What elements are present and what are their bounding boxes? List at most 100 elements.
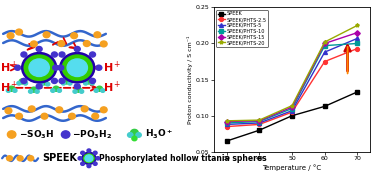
Circle shape: [90, 78, 96, 83]
Circle shape: [127, 133, 133, 137]
Circle shape: [94, 32, 101, 38]
Circle shape: [84, 41, 90, 46]
Circle shape: [28, 156, 34, 161]
Circle shape: [61, 81, 65, 85]
Circle shape: [87, 164, 91, 168]
Circle shape: [59, 52, 65, 57]
SPEEK/PHTS-5: [355, 37, 359, 40]
Circle shape: [6, 156, 12, 161]
Circle shape: [57, 89, 62, 92]
Circle shape: [56, 107, 63, 113]
Circle shape: [36, 46, 42, 52]
Circle shape: [51, 78, 57, 83]
Circle shape: [21, 78, 27, 83]
SPEEK/PHTS-10: [257, 120, 262, 123]
Text: H$^+$: H$^+$: [103, 60, 121, 75]
Circle shape: [94, 89, 98, 92]
SPEEK/PHTS-15: [355, 31, 359, 34]
Circle shape: [131, 129, 138, 136]
Text: H$^+$: H$^+$: [0, 80, 19, 96]
Legend: SPEEK, SPEEK/PHTS-2.5, SPEEK/PHTS-5, SPEEK/PHTS-10, SPEEK/PHTS-15, SPEEK/PHTS-20: SPEEK, SPEEK/PHTS-2.5, SPEEK/PHTS-5, SPE…: [216, 10, 268, 46]
Circle shape: [100, 41, 107, 47]
Circle shape: [81, 151, 85, 154]
Circle shape: [64, 79, 70, 84]
SPEEK/PHTS-20: [290, 104, 294, 107]
Circle shape: [71, 33, 77, 39]
Line: SPEEK/PHTS-5: SPEEK/PHTS-5: [225, 36, 359, 126]
Circle shape: [9, 86, 15, 91]
Circle shape: [51, 89, 55, 92]
Circle shape: [90, 81, 94, 85]
Circle shape: [53, 65, 59, 70]
Text: $\mathbf{-SO_3H}$: $\mathbf{-SO_3H}$: [19, 128, 54, 141]
Text: SPEEK: SPEEK: [42, 153, 77, 163]
Circle shape: [136, 133, 141, 137]
Text: H$^+$: H$^+$: [0, 60, 19, 75]
Circle shape: [31, 41, 37, 47]
Circle shape: [31, 87, 37, 92]
Circle shape: [17, 156, 23, 161]
Circle shape: [73, 90, 77, 93]
Circle shape: [5, 108, 12, 114]
Circle shape: [84, 81, 88, 85]
SPEEK: [355, 91, 359, 93]
SPEEK/PHTS-15: [225, 120, 229, 123]
Circle shape: [15, 65, 20, 70]
Circle shape: [58, 65, 64, 70]
Circle shape: [35, 90, 39, 93]
Circle shape: [21, 52, 27, 57]
Circle shape: [79, 90, 84, 93]
Circle shape: [74, 84, 80, 89]
Text: $\mathbf{H_3O^+}$: $\mathbf{H_3O^+}$: [145, 128, 173, 141]
Circle shape: [23, 81, 28, 85]
Circle shape: [96, 86, 102, 91]
Circle shape: [87, 149, 91, 152]
Y-axis label: Proton conductivity / S cm⁻¹: Proton conductivity / S cm⁻¹: [187, 35, 193, 124]
SPEEK: [290, 115, 294, 117]
Circle shape: [85, 155, 93, 162]
Circle shape: [15, 29, 22, 35]
SPEEK/PHTS-20: [322, 41, 327, 43]
Circle shape: [36, 84, 42, 89]
Circle shape: [61, 131, 70, 138]
Text: $\mathbf{-PO_3H_2}$: $\mathbf{-PO_3H_2}$: [73, 128, 112, 141]
Circle shape: [92, 113, 99, 119]
Circle shape: [75, 87, 81, 92]
Line: SPEEK/PHTS-10: SPEEK/PHTS-10: [225, 42, 359, 125]
X-axis label: Temperature / °C: Temperature / °C: [262, 164, 322, 171]
Circle shape: [42, 80, 47, 85]
Circle shape: [39, 82, 43, 86]
Circle shape: [68, 113, 75, 119]
Circle shape: [7, 33, 14, 39]
Circle shape: [13, 89, 17, 92]
Line: SPEEK/PHTS-20: SPEEK/PHTS-20: [225, 23, 359, 123]
Line: SPEEK/PHTS-2.5: SPEEK/PHTS-2.5: [225, 47, 359, 128]
Text: Phosphorylated hollow titania spheres: Phosphorylated hollow titania spheres: [99, 154, 267, 163]
Circle shape: [101, 89, 105, 92]
Circle shape: [60, 53, 94, 82]
SPEEK/PHTS-20: [257, 119, 262, 121]
Circle shape: [17, 81, 21, 85]
Circle shape: [90, 52, 96, 57]
Circle shape: [19, 79, 25, 84]
SPEEK/PHTS-20: [355, 24, 359, 27]
SPEEK/PHTS-2.5: [355, 47, 359, 50]
Circle shape: [8, 131, 16, 138]
Circle shape: [15, 113, 22, 119]
Line: SPEEK/PHTS-15: SPEEK/PHTS-15: [225, 31, 359, 124]
Circle shape: [96, 65, 102, 70]
Circle shape: [53, 86, 59, 91]
Circle shape: [100, 107, 107, 113]
Circle shape: [74, 46, 80, 52]
Circle shape: [59, 78, 65, 83]
Line: SPEEK: SPEEK: [225, 90, 359, 143]
SPEEK/PHTS-2.5: [257, 123, 262, 126]
Circle shape: [68, 81, 72, 85]
SPEEK/PHTS-5: [290, 110, 294, 112]
Circle shape: [132, 136, 137, 141]
SPEEK/PHTS-2.5: [322, 60, 327, 63]
Circle shape: [43, 32, 50, 38]
Circle shape: [29, 59, 49, 76]
Circle shape: [46, 82, 50, 86]
Circle shape: [22, 53, 56, 82]
